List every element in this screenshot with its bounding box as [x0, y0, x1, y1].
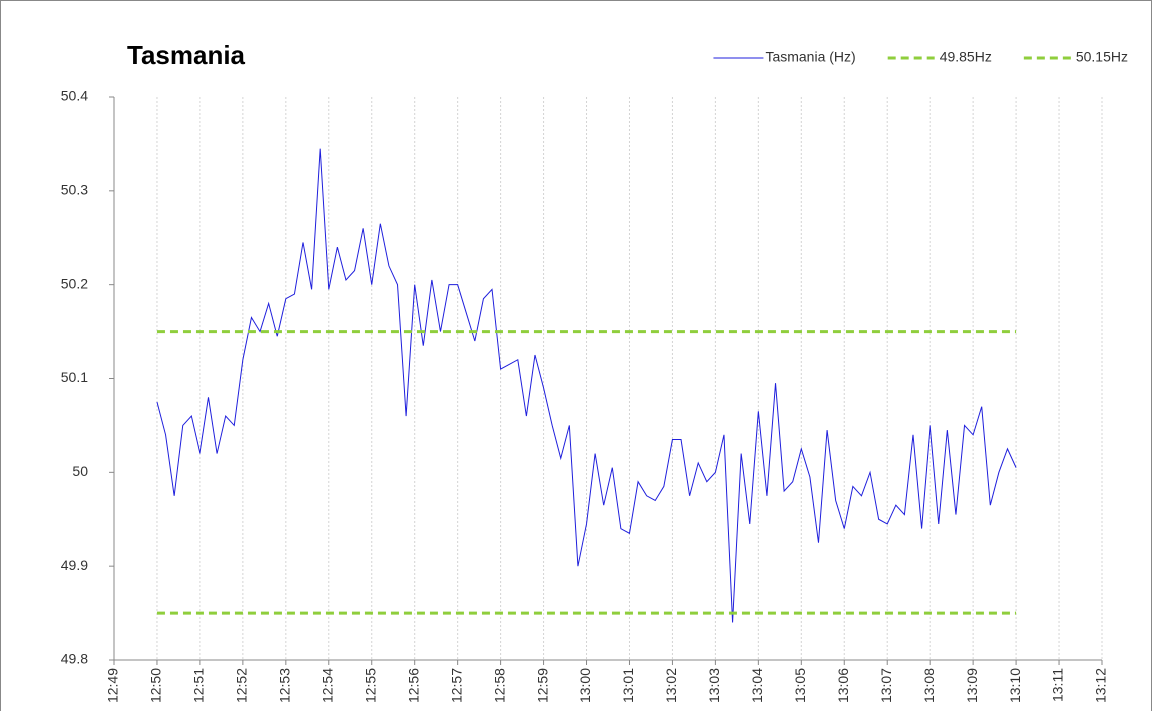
y-tick-label: 50.2 [61, 275, 88, 291]
x-tick-label: 12:56 [405, 668, 421, 703]
x-tick-label: 13:10 [1007, 668, 1023, 703]
x-tick-label: 13:08 [921, 668, 937, 703]
y-tick-label: 49.9 [61, 557, 88, 573]
x-tick-label: 13:09 [964, 668, 980, 703]
chart-title: Tasmania [127, 40, 246, 70]
x-tick-label: 12:53 [277, 668, 293, 703]
x-tick-label: 13:01 [620, 668, 636, 703]
x-tick-label: 12:54 [319, 668, 335, 703]
y-tick-label: 49.8 [61, 651, 88, 667]
x-tick-label: 12:59 [534, 668, 550, 703]
x-tick-label: 12:51 [191, 668, 207, 703]
x-tick-label: 12:52 [234, 668, 250, 703]
x-tick-label: 13:12 [1093, 668, 1109, 703]
legend-label: 50.15Hz [1076, 49, 1128, 65]
x-tick-label: 13:06 [835, 668, 851, 703]
series-line [156, 148, 1017, 623]
x-tick-label: 12:50 [148, 668, 164, 703]
x-tick-label: 12:55 [362, 668, 378, 703]
x-tick-label: 13:00 [577, 668, 593, 703]
y-tick-label: 50.4 [61, 88, 88, 104]
x-tick-label: 13:03 [706, 668, 722, 703]
x-tick-label: 12:58 [491, 668, 507, 703]
y-tick-label: 50.1 [61, 369, 88, 385]
legend-label: 49.85Hz [940, 49, 992, 65]
x-tick-label: 13:02 [663, 668, 679, 703]
x-tick-label: 12:57 [448, 668, 464, 703]
x-tick-label: 13:11 [1050, 668, 1066, 702]
x-tick-label: 13:05 [792, 668, 808, 703]
legend-label: Tasmania (Hz) [765, 49, 855, 65]
x-tick-label: 13:07 [878, 668, 894, 703]
x-tick-label: 12:49 [105, 668, 121, 703]
y-tick-label: 50.3 [61, 182, 88, 198]
y-tick-label: 50 [72, 463, 88, 479]
x-tick-label: 13:04 [749, 668, 765, 703]
